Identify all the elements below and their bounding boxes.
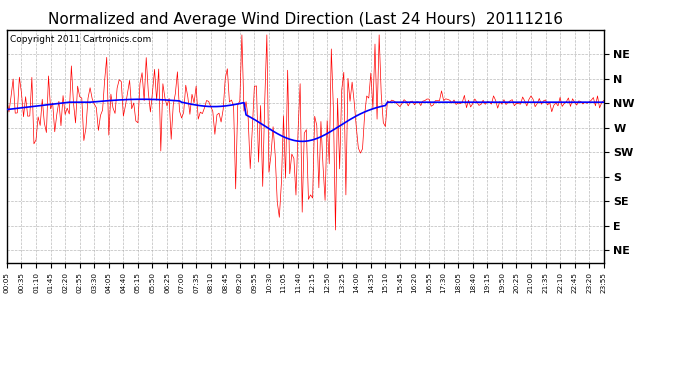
Title: Normalized and Average Wind Direction (Last 24 Hours)  20111216: Normalized and Average Wind Direction (L… [48, 12, 563, 27]
Text: Copyright 2011 Cartronics.com: Copyright 2011 Cartronics.com [10, 34, 151, 44]
